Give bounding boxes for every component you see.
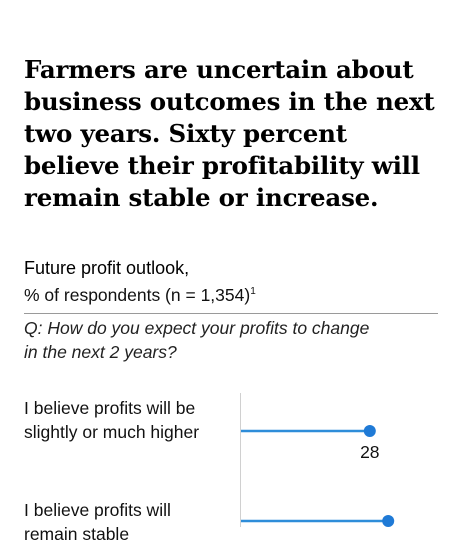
value-label-0: 28: [360, 442, 379, 462]
chart-title: Future profit outlook,: [24, 258, 190, 278]
divider: [24, 313, 438, 314]
survey-question: Q: How do you expect your profits to cha…: [24, 318, 370, 362]
baseline-axis: [240, 393, 241, 527]
chart-subtitle: % of respondents (n = 1,354)1: [24, 280, 256, 307]
footnote-marker: 1: [250, 286, 256, 297]
chart-marks: 28: [241, 425, 395, 527]
chart-subtitle-text: % of respondents (n = 1,354): [24, 285, 251, 305]
lollipop-dot-0: [363, 425, 376, 437]
lollipop-dot-1: [382, 515, 395, 527]
category-label-higher: I believe profits will be slightly or mu…: [24, 398, 200, 442]
headline: Farmers are uncertain about business out…: [24, 55, 435, 212]
